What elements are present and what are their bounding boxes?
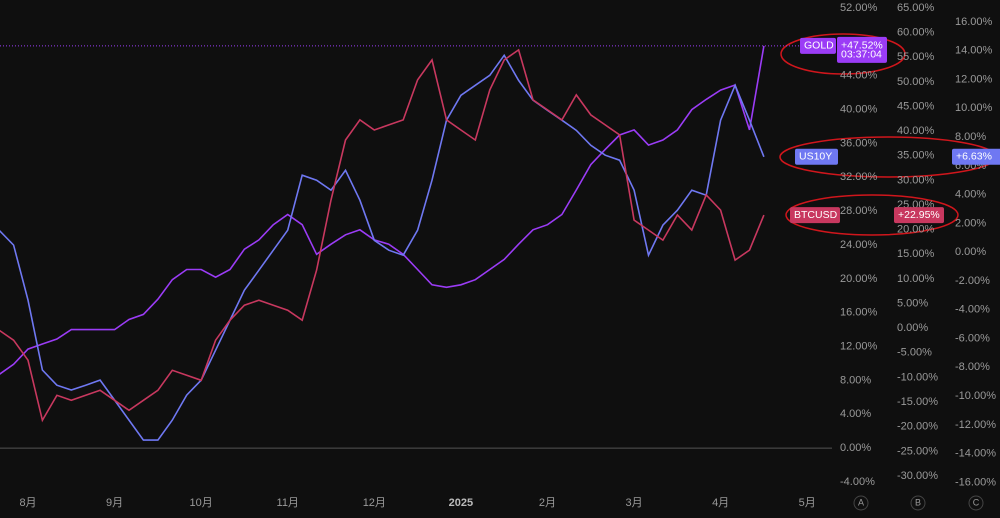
- x-tick-label: 10月: [190, 497, 213, 509]
- y-tick-label: -14.00%: [955, 448, 996, 460]
- y-tick-label: 8.00%: [840, 374, 871, 386]
- x-tick-label: 2025: [449, 497, 473, 509]
- value-badge: [837, 36, 887, 63]
- y-tick-label: 36.00%: [840, 137, 878, 149]
- x-tick-label: 4月: [712, 497, 729, 509]
- x-tick-label: 9月: [106, 497, 123, 509]
- y-tick-label: -25.00%: [897, 445, 938, 457]
- x-tick-label: 12月: [363, 497, 386, 509]
- y-tick-label: 60.00%: [897, 27, 935, 39]
- series-name: BTCUSD: [794, 209, 838, 221]
- y-tick-label: 35.00%: [897, 150, 935, 162]
- y-tick-label: -5.00%: [897, 347, 932, 359]
- value-label: +6.63%: [956, 151, 992, 163]
- y-tick-label: 0.00%: [897, 322, 928, 334]
- countdown: 03:37:04: [841, 49, 882, 61]
- y-tick-label: -20.00%: [897, 421, 938, 433]
- y-tick-label: -16.00%: [955, 476, 996, 488]
- y-tick-label: 32.00%: [840, 171, 878, 183]
- y-tick-label: -2.00%: [955, 275, 990, 287]
- y-tick-label: 24.00%: [840, 239, 878, 251]
- value-label: +22.95%: [898, 209, 940, 221]
- y-tick-label: 16.00%: [840, 307, 878, 319]
- y-tick-label: -10.00%: [897, 371, 938, 383]
- series-name: US10Y: [799, 151, 832, 163]
- y-tick-label: 12.00%: [840, 340, 878, 352]
- value-label: +47.52%: [841, 40, 883, 52]
- y-tick-label: -4.00%: [840, 476, 875, 488]
- highlight: [780, 33, 906, 75]
- series-line: [0, 53, 765, 441]
- series-line: [0, 45, 765, 375]
- x-tick-label: 2月: [539, 497, 556, 509]
- axis-button: [910, 495, 926, 511]
- y-tick-label: 4.00%: [840, 408, 871, 420]
- x-tick-label: 11月: [277, 497, 299, 509]
- series-name: GOLD: [804, 40, 834, 52]
- axis-name: B: [915, 497, 921, 507]
- series-badge: [790, 207, 840, 224]
- value-badge: [952, 148, 1000, 165]
- axis-name: C: [973, 497, 980, 507]
- y-tick-label: 15.00%: [897, 248, 935, 260]
- y-tick-label: 28.00%: [840, 205, 878, 217]
- y-tick-label: -6.00%: [955, 332, 990, 344]
- value-badge: [894, 207, 944, 224]
- axis-button: [853, 495, 869, 511]
- y-tick-label: -12.00%: [955, 419, 996, 431]
- y-tick-label: 50.00%: [897, 76, 935, 88]
- y-tick-label: 4.00%: [955, 189, 986, 201]
- y-tick-label: 44.00%: [840, 70, 878, 82]
- y-tick-label: 45.00%: [897, 100, 935, 112]
- y-tick-label: 10.00%: [897, 273, 935, 285]
- y-tick-label: 0.00%: [840, 442, 871, 454]
- y-tick-label: 20.00%: [897, 224, 935, 236]
- y-tick-label: -8.00%: [955, 361, 990, 373]
- x-tick-label: 8月: [19, 497, 36, 509]
- x-tick-label: 5月: [799, 497, 816, 509]
- y-tick-label: 5.00%: [897, 297, 928, 309]
- y-tick-label: 12.00%: [955, 73, 993, 85]
- y-tick-label: -30.00%: [897, 470, 938, 482]
- x-tick-label: 3月: [625, 497, 642, 509]
- axis-button: [968, 495, 984, 511]
- highlight: [785, 194, 959, 236]
- y-tick-label: 40.00%: [897, 125, 935, 137]
- y-tick-label: 52.00%: [840, 2, 878, 14]
- axis-name: A: [858, 497, 864, 507]
- y-tick-label: -10.00%: [955, 390, 996, 402]
- y-tick-label: 0.00%: [955, 246, 986, 258]
- y-tick-label: -4.00%: [955, 304, 990, 316]
- y-tick-label: 20.00%: [840, 273, 878, 285]
- y-tick-label: 8.00%: [955, 131, 986, 143]
- y-tick-label: 65.00%: [897, 2, 935, 14]
- series-line: [0, 48, 765, 423]
- y-tick-label: 14.00%: [955, 45, 993, 57]
- y-tick-label: 10.00%: [955, 102, 993, 114]
- series-badge: [795, 148, 838, 165]
- y-tick-label: -15.00%: [897, 396, 938, 408]
- y-tick-label: 16.00%: [955, 16, 993, 28]
- y-tick-label: 30.00%: [897, 174, 935, 186]
- series-badge: [800, 37, 836, 54]
- y-tick-label: 55.00%: [897, 51, 935, 63]
- y-tick-label: 2.00%: [955, 217, 986, 229]
- y-tick-label: 40.00%: [840, 103, 878, 115]
- plot-area: [0, 45, 765, 441]
